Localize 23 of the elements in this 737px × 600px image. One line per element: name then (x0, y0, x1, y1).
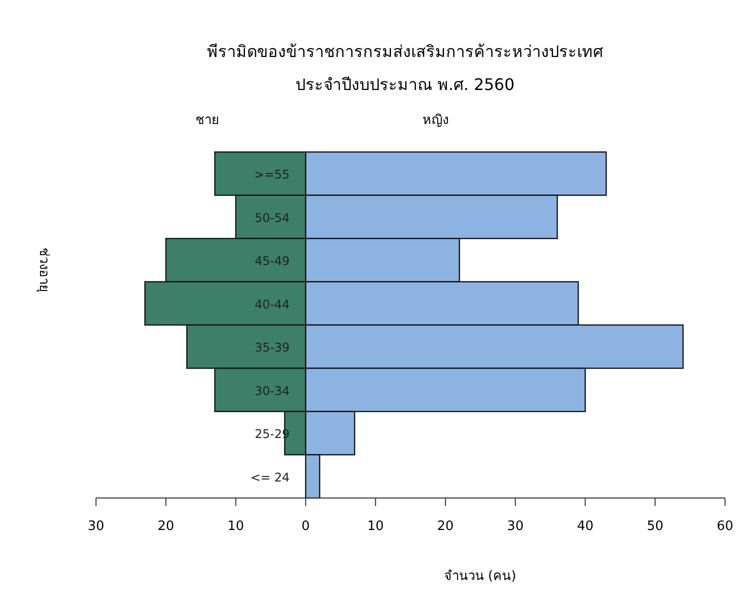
y-tick-label: <= 24 (250, 470, 290, 484)
y-tick-label: >=55 (254, 168, 290, 182)
x-tick-label: 0 (302, 519, 310, 534)
series-label: หญิง (422, 113, 449, 128)
x-tick-label: 60 (716, 519, 734, 534)
x-tick-label: 40 (576, 519, 594, 534)
x-tick-label: 20 (437, 519, 454, 534)
y-tick-label: 30-34 (254, 384, 290, 398)
x-tick-label: 10 (367, 519, 384, 534)
x-tick-label: 50 (646, 519, 664, 534)
chart-title: พีรามิดของข้าราชการกรมส่งเสริมการค้าระหว่างประเทศ (207, 42, 603, 61)
y-tick-label: 45-49 (254, 254, 290, 268)
chart-subtitle: ประจำปีงบประมาณ พ.ศ. 2560 (295, 75, 515, 94)
y-axis-title: ช่วงอายุ (36, 248, 51, 292)
x-tick-label: 30 (88, 519, 104, 534)
x-axis-title: จำนวน (คน) (444, 569, 516, 584)
y-tick-label: 50-54 (254, 210, 290, 225)
x-tick-label: 10 (228, 519, 244, 534)
y-tick-label: 40-44 (254, 297, 290, 312)
x-tick-label: 30 (507, 519, 524, 534)
series-label: ชาย (196, 113, 220, 128)
x-tick-label: 20 (158, 519, 174, 534)
y-tick-label: 35-39 (254, 340, 290, 355)
